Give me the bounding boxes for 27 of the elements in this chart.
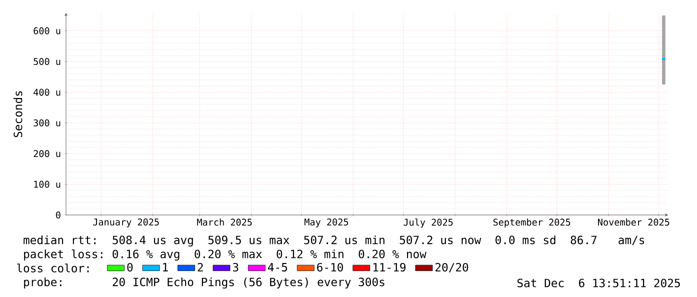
legend-label: 2	[198, 262, 203, 272]
legend-label: 1	[163, 263, 168, 272]
legend-label: 20/20	[436, 262, 468, 272]
y-tick-label: 100 u	[34, 180, 60, 188]
y-axis-title: Seconds	[13, 91, 22, 138]
x-tick-label: July 2025	[404, 218, 453, 228]
y-tick-label: 300 u	[34, 119, 60, 126]
text: Sat Dec 6 13:51:11 2025	[517, 278, 680, 288]
x-tick-label: November 2025	[598, 218, 670, 226]
text: median rtt: 508.4 us avg 509.5 us max 507.2 us min 507.2 us now 0.0 ms sd 86.7 am/s	[24, 235, 644, 247]
x-tick-label: September 2025	[493, 218, 570, 228]
x-tick-label: March 2025	[197, 218, 252, 226]
legend-label: 0	[127, 262, 133, 272]
legend-label: 11-19	[373, 262, 406, 272]
legend-title: loss color:	[17, 264, 89, 272]
text: probe: 20 ICMP Echo Pings (56 Bytes) every 300s	[24, 277, 384, 289]
y-tick-label: 200 u	[34, 150, 60, 158]
x-tick-label: May 2025	[304, 218, 348, 228]
y-tick-label: 400 u	[34, 88, 60, 96]
y-tick-label: 500 u	[34, 58, 60, 65]
y-tick-label: 0	[56, 211, 60, 218]
y-tick-label: 600 u	[34, 27, 60, 34]
text: packet loss: 0.16 % avg 0.20 % max 0.12 % min 0.20 % now	[24, 249, 426, 261]
legend-label: 4-5	[268, 263, 288, 272]
x-tick-label: January 2025	[93, 218, 159, 228]
legend-label: 6-10	[317, 262, 343, 272]
legend-label: 3	[232, 262, 238, 272]
